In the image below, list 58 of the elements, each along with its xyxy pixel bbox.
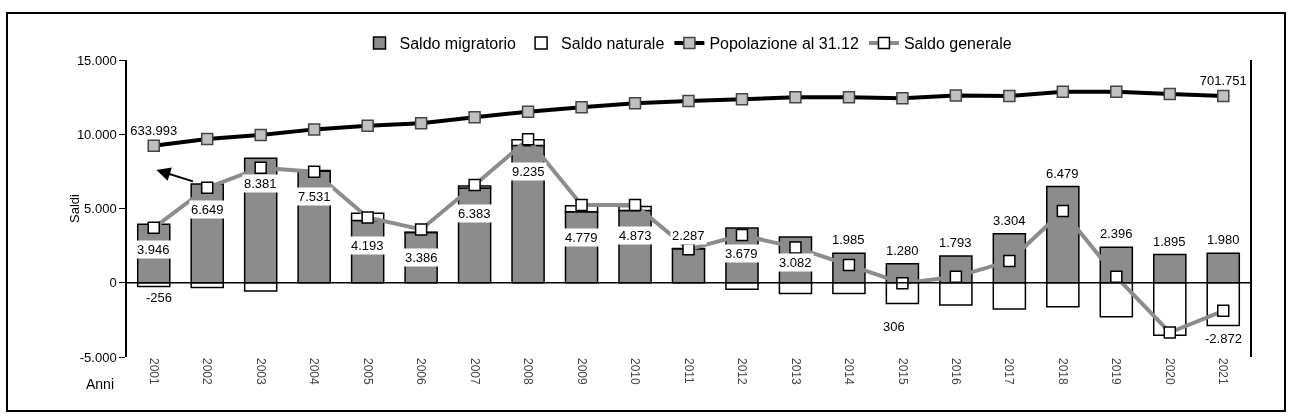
x-tick-label: 2001 [146, 358, 161, 386]
x-tick-label: 2011 [681, 358, 696, 385]
x-tick-label: 2019 [1109, 358, 1124, 386]
x-tick-label: 2016 [948, 358, 963, 386]
y-tick-label: -5.000 [79, 349, 117, 365]
y-tick-label: 5.000 [84, 201, 117, 217]
data-label: 1.985 [832, 232, 865, 247]
y-tick-label: 0 [109, 275, 117, 291]
data-label: 7.531 [298, 189, 331, 204]
data-label: 4.193 [351, 238, 384, 253]
data-label: 6.649 [191, 202, 224, 217]
legend-label: Popolazione al 31.12 [709, 35, 859, 53]
data-label: 3.082 [779, 255, 812, 270]
data-label: 9.235 [512, 164, 545, 179]
data-label: 1.980 [1207, 232, 1240, 247]
data-label: 8.381 [244, 176, 277, 191]
legend-label: Saldo generale [903, 35, 1012, 53]
data-label: 1.895 [1153, 234, 1186, 249]
legend-label: Saldo naturale [561, 35, 665, 53]
data-label: 701.751 [1199, 72, 1247, 88]
data-label: 2.396 [1100, 226, 1133, 241]
x-tick-label: 2021 [1216, 358, 1231, 386]
x-axis-title: Anni [86, 376, 115, 392]
y-tick-label: 15.000 [76, 52, 117, 68]
x-tick-label: 2020 [1162, 358, 1177, 386]
data-label: 6.383 [458, 206, 491, 221]
annotation: -256 [146, 290, 173, 305]
x-tick-label: 2009 [574, 358, 589, 386]
x-tick-label: 2017 [1002, 358, 1017, 386]
legend-label: Saldo migratorio [399, 35, 517, 53]
y-tick-label: 10.000 [76, 126, 117, 142]
data-label: 3.946 [137, 242, 170, 257]
x-tick-label: 2002 [200, 358, 215, 386]
data-label: 3.304 [993, 213, 1026, 228]
x-tick-label: 2004 [307, 358, 322, 386]
data-label: 2.287 [672, 228, 705, 243]
x-tick-label: 2010 [628, 358, 643, 386]
data-label: 6.479 [1046, 166, 1079, 181]
x-tick-label: 2006 [414, 358, 429, 386]
x-tick-label: 2018 [1055, 358, 1070, 386]
x-tick-label: 2005 [360, 358, 375, 386]
data-label: 1.793 [939, 235, 972, 250]
data-label: 4.873 [619, 228, 652, 243]
x-tick-label: 2003 [253, 358, 268, 386]
data-label: -2.872 [1205, 331, 1242, 346]
data-label: 3.679 [725, 246, 758, 261]
data-label: 1.280 [886, 243, 919, 258]
x-tick-label: 2012 [735, 358, 750, 386]
x-tick-label: 2014 [842, 358, 857, 386]
x-tick-label: 2008 [521, 358, 536, 386]
data-label: 3.386 [405, 250, 438, 265]
annotation: 306 [883, 319, 905, 334]
x-tick-label: 2015 [895, 358, 910, 386]
x-tick-label: 2013 [788, 358, 803, 386]
data-label: 4.779 [565, 230, 598, 245]
y-axis-title: Saldi [67, 193, 83, 223]
x-tick-label: 2007 [467, 358, 482, 386]
data-label: 633.993 [130, 122, 178, 138]
